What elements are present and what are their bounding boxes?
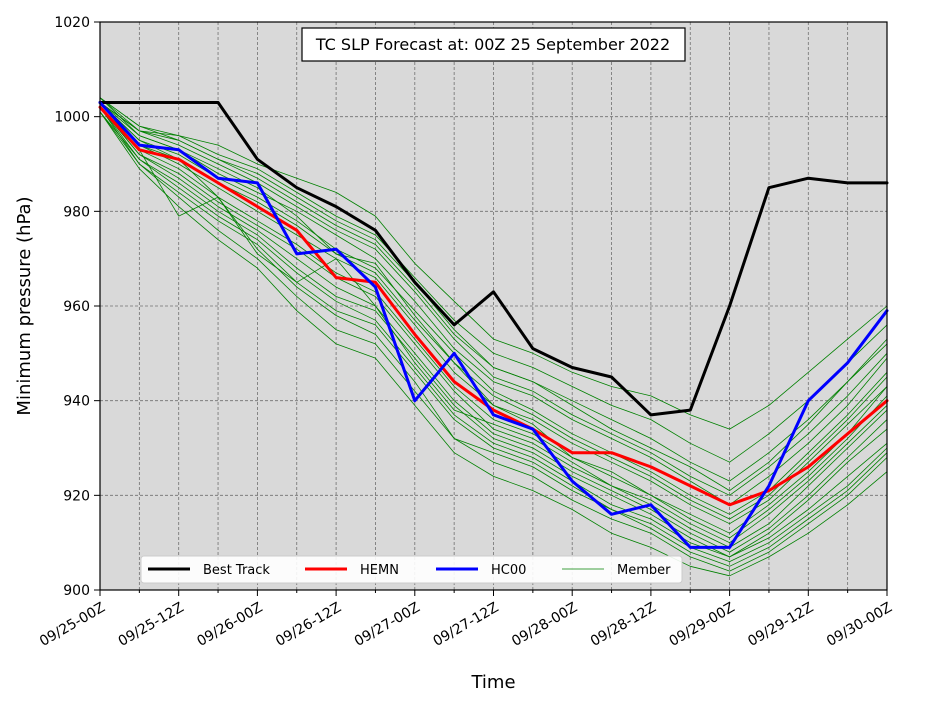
member-line [99, 102, 888, 515]
member-line [99, 102, 888, 567]
series-line-hemn [98, 105, 889, 507]
x-tick-label: 09/25-00Z [37, 600, 108, 650]
x-tick-label: 09/28-12Z [588, 600, 659, 650]
member-line [99, 97, 888, 463]
legend: Best Track HEMN HC00 Member [140, 555, 683, 584]
chart-title: TC SLP Forecast at: 00Z 25 September 202… [315, 35, 670, 54]
y-tick-label: 960 [63, 299, 90, 315]
member-line [99, 106, 888, 548]
title-box-border [301, 27, 686, 62]
x-tick-label: 09/29-00Z [667, 600, 738, 650]
legend-label-hemn: HEMN [360, 563, 399, 578]
member-line [99, 97, 888, 482]
series-line-best-track [98, 101, 889, 417]
series-line-hc00 [98, 101, 889, 549]
legend-label-hc00: HC00 [491, 563, 526, 578]
member-lines [99, 97, 888, 577]
y-tick-label: 1020 [54, 15, 90, 31]
x-tick-label: 09/26-00Z [194, 600, 265, 650]
member-line [99, 106, 888, 558]
member-line [99, 111, 888, 558]
x-axis-title: Time [470, 672, 515, 693]
x-tick-label: 09/26-12Z [273, 600, 344, 650]
member-line [99, 111, 888, 577]
y-tick-label: 1000 [54, 110, 90, 126]
member-line [99, 106, 888, 572]
member-line [99, 111, 888, 562]
x-tick-label: 09/27-12Z [430, 600, 501, 650]
member-line [99, 106, 888, 539]
y-tick-label: 900 [63, 583, 90, 599]
x-tick-label: 09/29-12Z [745, 600, 816, 650]
x-tick-label: 09/28-00Z [509, 600, 580, 650]
member-line [99, 97, 888, 496]
legend-label-best-track: Best Track [203, 563, 270, 578]
legend-box [140, 555, 683, 584]
y-tick-label: 940 [63, 394, 90, 410]
y-tick-label: 920 [63, 488, 90, 504]
chart-title-box: TC SLP Forecast at: 00Z 25 September 202… [301, 27, 686, 62]
legend-label-member: Member [617, 563, 671, 578]
x-tick-label: 09/25-12Z [116, 600, 187, 650]
member-line [99, 102, 888, 430]
y-tick-label: 980 [63, 204, 90, 220]
series-lines [98, 101, 889, 549]
x-tick-label: 09/30-00Z [824, 600, 895, 650]
x-tick-label: 09/27-00Z [352, 600, 423, 650]
member-line [99, 106, 888, 544]
y-axis-title: Minimum pressure (hPa) [14, 196, 35, 415]
